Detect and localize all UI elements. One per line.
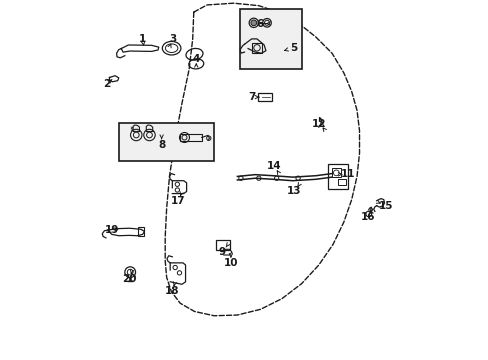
Bar <box>331 168 340 177</box>
Text: 13: 13 <box>286 186 301 197</box>
Bar <box>337 179 345 185</box>
Text: 7: 7 <box>248 92 256 102</box>
Circle shape <box>250 20 256 26</box>
Text: 10: 10 <box>223 258 238 268</box>
Text: 8: 8 <box>158 140 165 150</box>
Bar <box>258 93 271 101</box>
Text: 12: 12 <box>312 118 326 129</box>
Text: 4: 4 <box>192 54 200 64</box>
Text: 19: 19 <box>104 225 119 235</box>
Bar <box>251 43 262 53</box>
Text: 14: 14 <box>266 161 281 171</box>
Text: 17: 17 <box>171 197 185 206</box>
Text: 11: 11 <box>340 169 355 179</box>
Bar <box>119 123 214 161</box>
Text: 20: 20 <box>122 274 137 284</box>
Text: 3: 3 <box>169 34 176 44</box>
Bar <box>138 227 144 236</box>
Text: 16: 16 <box>360 212 374 222</box>
Text: 15: 15 <box>378 201 392 211</box>
Text: 6: 6 <box>256 18 263 28</box>
Bar <box>216 240 229 250</box>
Text: 1: 1 <box>139 34 146 44</box>
Bar <box>327 164 347 189</box>
Text: 18: 18 <box>165 287 179 296</box>
Text: 5: 5 <box>289 43 297 53</box>
Bar <box>240 9 301 69</box>
Bar <box>180 134 201 141</box>
Text: 9: 9 <box>218 247 225 257</box>
Text: 2: 2 <box>103 78 110 89</box>
